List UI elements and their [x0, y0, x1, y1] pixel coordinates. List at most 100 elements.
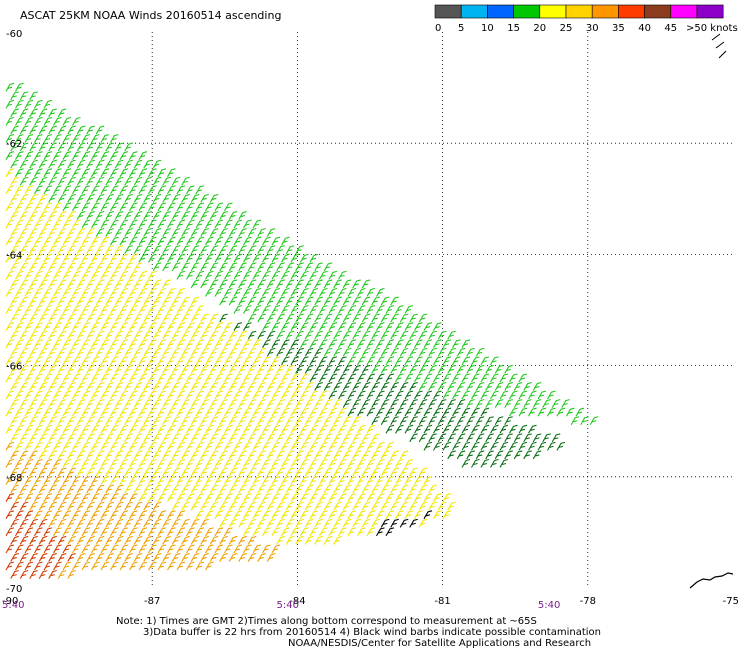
wind-barb	[475, 399, 485, 408]
wind-barb	[290, 287, 300, 297]
wind-barb	[361, 484, 371, 494]
wind-barb	[152, 416, 162, 426]
wind-barb	[57, 142, 67, 152]
wind-barb	[352, 330, 361, 340]
wind-barb	[5, 322, 15, 331]
wind-barb	[19, 245, 29, 255]
wind-barb	[62, 424, 72, 434]
wind-barb	[124, 347, 133, 357]
wind-barb	[200, 518, 209, 528]
wind-barb	[24, 493, 34, 502]
wind-barb	[176, 356, 186, 366]
wind-barb	[10, 296, 19, 306]
wind-barb	[10, 125, 19, 135]
wind-barb	[219, 330, 228, 340]
wind-barb	[138, 458, 148, 468]
wind-barb	[81, 441, 91, 451]
wind-barb	[29, 433, 38, 443]
wind-barb	[285, 467, 295, 477]
wind-barb	[181, 433, 190, 443]
wind-barb	[366, 407, 376, 417]
wind-barb	[138, 322, 148, 331]
wind-barb	[290, 356, 300, 366]
wind-barb	[57, 330, 67, 340]
wind-barb	[57, 570, 67, 579]
wind-barb	[119, 544, 129, 554]
wind-barb	[57, 501, 67, 511]
wind-barb	[38, 347, 48, 357]
wind-barb	[67, 399, 76, 408]
wind-barb	[91, 544, 100, 554]
wind-barb	[186, 493, 195, 502]
wind-barb	[342, 313, 352, 323]
wind-barb	[357, 407, 366, 417]
wind-barb	[290, 253, 300, 263]
wind-barb	[285, 347, 295, 357]
wind-barb	[409, 364, 418, 374]
wind-barb	[262, 305, 271, 314]
wind-barb	[105, 296, 114, 306]
wind-barb	[257, 518, 266, 528]
wind-barb	[91, 356, 100, 366]
wind-barb	[95, 399, 105, 408]
wind-barb	[143, 416, 152, 426]
x-tick-label: -75	[723, 596, 739, 607]
wind-barb	[266, 518, 276, 528]
wind-barb	[385, 458, 395, 468]
wind-barb	[157, 407, 167, 417]
wind-barb	[209, 347, 219, 357]
wind-barb	[347, 322, 357, 331]
wind-barb	[295, 450, 304, 460]
wind-barb	[309, 305, 319, 314]
wind-barb	[129, 339, 138, 349]
wind-barb	[366, 356, 376, 366]
wind-barb	[399, 484, 409, 494]
wind-barb	[167, 305, 176, 314]
wind-barb	[262, 441, 271, 451]
wind-barb	[361, 382, 371, 391]
wind-barb	[57, 450, 67, 460]
wind-barb	[53, 441, 62, 451]
wind-barb	[162, 313, 171, 323]
wind-barb	[38, 535, 48, 545]
legend-swatch	[591, 4, 619, 19]
wind-barb	[105, 193, 114, 203]
wind-barb	[314, 501, 323, 511]
wind-barb	[57, 296, 67, 306]
wind-barb	[271, 339, 281, 349]
wind-barb	[53, 373, 62, 383]
wind-barb	[357, 373, 366, 383]
wind-barb	[152, 518, 162, 528]
wind-barb	[200, 553, 209, 562]
wind-barb	[547, 390, 556, 400]
wind-barb	[228, 245, 238, 255]
wind-barb	[62, 339, 72, 349]
wind-barb	[200, 330, 209, 340]
wind-barb	[67, 518, 76, 528]
wind-barb	[124, 535, 133, 545]
wind-barb	[257, 433, 266, 443]
wind-barb	[243, 458, 252, 468]
wind-barb	[371, 364, 380, 374]
wind-barb	[304, 518, 314, 528]
wind-barb	[281, 305, 290, 314]
wind-barb	[100, 151, 110, 160]
wind-barb	[91, 339, 100, 349]
wind-barb	[138, 339, 148, 349]
wind-barb	[209, 193, 219, 203]
wind-barb	[57, 262, 67, 272]
wind-barb	[129, 253, 138, 263]
wind-barb	[281, 322, 290, 331]
wind-barb	[209, 433, 219, 443]
wind-barb	[24, 99, 34, 109]
wind-barb	[551, 433, 561, 443]
wind-barb	[57, 176, 67, 186]
wind-barb	[15, 82, 24, 92]
wind-barb	[34, 287, 43, 297]
wind-barb	[38, 467, 48, 477]
wind-barb	[257, 262, 266, 272]
wind-barb	[95, 176, 105, 186]
wind-barb	[309, 356, 319, 366]
wind-barb	[29, 262, 38, 272]
